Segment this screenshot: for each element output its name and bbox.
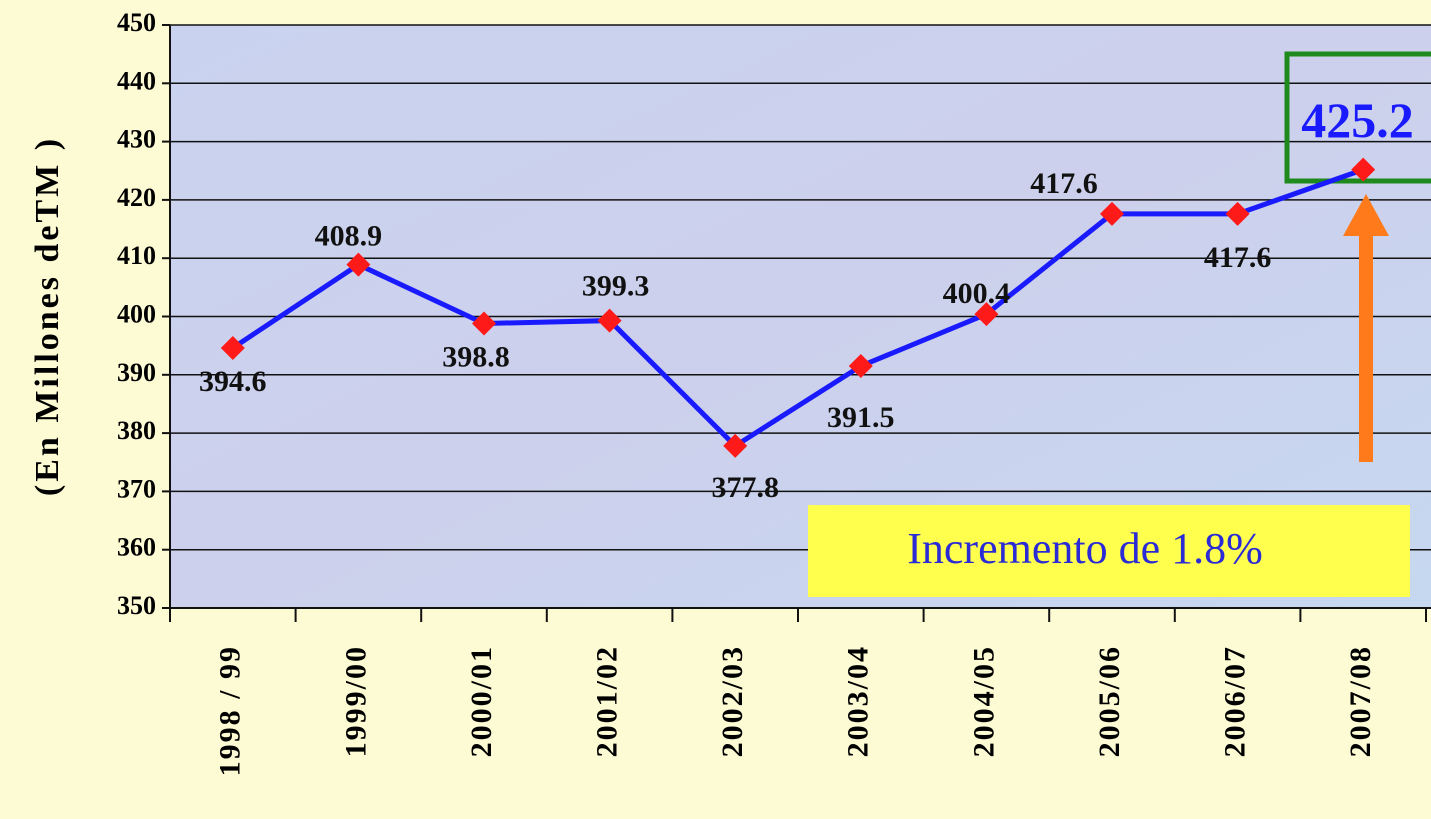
x-tick-label: 2006/07 <box>1218 645 1251 757</box>
data-label: 391.5 <box>827 401 895 434</box>
x-tick-label: 1999/00 <box>339 645 372 757</box>
x-tick-label: 2005/06 <box>1093 645 1126 757</box>
data-label: 400.4 <box>943 277 1011 310</box>
y-tick-label: 450 <box>117 8 156 37</box>
x-tick-label: 1998 / 99 <box>214 645 247 776</box>
annotation-box <box>808 505 1410 597</box>
x-tick-label: 2007/08 <box>1344 645 1377 757</box>
y-tick-label: 370 <box>117 474 156 503</box>
x-tick-label: 2004/05 <box>967 645 1000 757</box>
y-axis-label: (En Millones deTM ) <box>29 136 66 496</box>
data-label: 399.3 <box>582 269 650 302</box>
y-tick-label: 400 <box>117 299 156 328</box>
y-tick-label: 420 <box>117 183 156 212</box>
y-tick-label: 350 <box>117 591 156 620</box>
marker <box>1100 201 1124 226</box>
marker <box>1351 157 1376 182</box>
y-tick-label: 390 <box>117 358 156 387</box>
marker <box>346 252 371 277</box>
x-tick-label: 2001/02 <box>590 645 623 757</box>
marker <box>597 308 622 333</box>
data-label: 377.8 <box>711 471 779 504</box>
data-label: 417.6 <box>1204 241 1272 274</box>
annotation: Incremento de 1.8% <box>907 524 1263 573</box>
marker <box>1225 201 1250 226</box>
y-tick-label: 410 <box>117 241 156 270</box>
y-tick-label: 380 <box>117 416 156 445</box>
marker <box>848 354 873 379</box>
highlight-box <box>1284 51 1431 184</box>
data-label: 408.9 <box>315 220 383 253</box>
data-label: 425.2 <box>1301 92 1414 148</box>
y-tick-label: 360 <box>117 533 156 562</box>
y-tick-label: 440 <box>117 66 156 95</box>
x-tick-label: 2003/04 <box>842 645 875 757</box>
data-label: 394.6 <box>199 365 267 398</box>
marker <box>220 335 245 360</box>
marker <box>723 433 748 458</box>
data-label: 398.8 <box>442 340 510 373</box>
arrow-head <box>1343 194 1389 236</box>
marker <box>974 302 999 327</box>
y-tick-label: 430 <box>117 125 156 154</box>
marker <box>472 311 496 336</box>
x-tick-label: 2000/01 <box>465 645 498 757</box>
series-line <box>231 167 1365 450</box>
x-tick-label: 2002/03 <box>716 645 749 757</box>
data-label: 417.6 <box>1030 167 1098 200</box>
